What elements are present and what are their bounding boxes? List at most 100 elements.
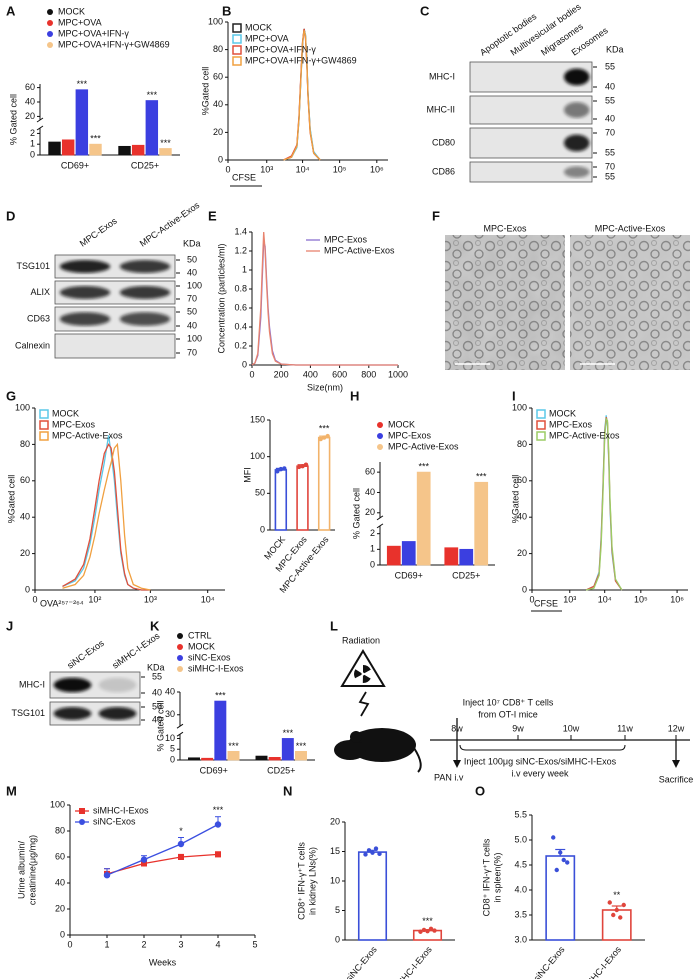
- marker-label: 50: [152, 701, 162, 711]
- data-point: [325, 433, 330, 439]
- panel-label: F: [432, 208, 440, 223]
- x-tick-label: 2: [141, 939, 146, 949]
- y-tick-label: 20: [517, 548, 527, 558]
- y-tick-label: 3.5: [514, 909, 527, 919]
- significance: ***: [422, 916, 433, 926]
- data-point: [275, 469, 280, 474]
- y-tick-label: 0.8: [234, 283, 247, 293]
- legend-marker: [79, 819, 85, 825]
- marker-label: 40: [152, 714, 162, 724]
- line: [106, 823, 219, 876]
- radiation-center: [361, 672, 365, 676]
- line: [62, 442, 151, 591]
- y-tick-label: 15: [330, 846, 340, 856]
- axis-break: [176, 731, 184, 737]
- legend-swatch: [232, 56, 242, 66]
- y-axis-label: CD8⁺ IFN-γ⁺T cells: [296, 842, 306, 920]
- x-tick-label: siNC-Exos: [532, 944, 567, 979]
- blot-band: [59, 312, 111, 326]
- x-tick-label: 0: [249, 369, 254, 379]
- diagram-label: i.v every week: [511, 768, 569, 778]
- legend-swatch: [377, 433, 383, 439]
- y-tick-label: 20: [25, 111, 35, 121]
- data-point: [278, 466, 284, 472]
- y-tick-label: 10: [165, 733, 175, 743]
- x-tick-label: 3: [178, 939, 183, 949]
- data-point: [621, 902, 626, 908]
- data-point: [614, 907, 619, 913]
- bar: [317, 436, 331, 531]
- panel-label: D: [6, 208, 15, 223]
- mouse-head: [334, 740, 366, 760]
- legend-label: CTRL: [188, 630, 212, 640]
- blot-band: [98, 677, 137, 693]
- blot-row-label: ALIX: [30, 287, 50, 297]
- significance: ***: [296, 741, 307, 751]
- y-axis-label: CD8⁺ IFN-γ⁺T cells: [481, 838, 491, 916]
- blot-row-label: CD80: [432, 137, 455, 147]
- x-tick-label: 800: [361, 369, 376, 379]
- significance: *: [179, 826, 183, 836]
- blot-band: [563, 134, 590, 152]
- legend-label: MPC+OVA: [58, 17, 102, 27]
- significance: ***: [160, 138, 171, 148]
- y-tick-label: 100: [512, 402, 527, 412]
- y-tick-label: 0: [30, 149, 35, 159]
- data-point: [282, 466, 287, 471]
- marker-label: 50: [187, 306, 197, 316]
- blot-unit: KDa: [183, 238, 201, 248]
- panel-label: A: [6, 3, 16, 18]
- x-tick-label: 10²: [88, 594, 101, 604]
- bar: [145, 100, 159, 156]
- mouse-ear: [350, 731, 362, 743]
- bar: [118, 145, 131, 156]
- significance: ***: [90, 134, 101, 144]
- y-tick-label: 5: [335, 905, 340, 915]
- blot-band: [98, 707, 137, 720]
- legend-label: siMHC-I-Exos: [93, 805, 149, 815]
- blot-row-label: CD63: [27, 313, 50, 323]
- line: [585, 417, 623, 591]
- line: [251, 241, 398, 366]
- legend-swatch: [232, 23, 242, 33]
- bar: [386, 545, 401, 566]
- marker-label: 50: [187, 254, 197, 264]
- bar: [357, 851, 388, 941]
- y-axis-label: in kidney LNs(%): [307, 847, 317, 915]
- panel-label: I: [512, 388, 516, 403]
- y-tick-label: 20: [330, 816, 340, 826]
- significance: ***: [283, 728, 294, 738]
- panel-label: L: [330, 618, 338, 633]
- diagram-label: PAN i.v: [434, 772, 464, 782]
- legend-swatch: [177, 644, 183, 650]
- x-tick-label: 600: [332, 369, 347, 379]
- panel-label: K: [150, 618, 160, 633]
- legend-swatch: [377, 444, 383, 450]
- data-point: [607, 900, 612, 905]
- legend-label: MPC-Active-Exos: [388, 441, 459, 451]
- blot-band: [119, 260, 171, 273]
- bar: [214, 700, 227, 761]
- marker-label: 40: [152, 687, 162, 697]
- bar: [159, 148, 172, 156]
- panel-label: J: [6, 618, 13, 633]
- y-tick-label: 0: [335, 934, 340, 944]
- arrow-head: [453, 760, 461, 768]
- blot-lane: [469, 161, 593, 183]
- bar: [131, 144, 145, 156]
- x-tick-label: CD69+: [395, 570, 423, 580]
- data-point: [421, 927, 427, 933]
- legend-label: MOCK: [188, 641, 215, 651]
- x-tick-label: 10⁴: [598, 594, 612, 604]
- legend-label: MOCK: [58, 6, 85, 16]
- blot-band: [53, 677, 92, 693]
- legend-label: siNC-Exos: [93, 816, 136, 826]
- bar: [281, 738, 294, 761]
- blot-row-label: CD86: [432, 166, 455, 176]
- marker-label: 70: [187, 293, 197, 303]
- legend-label: MPC+OVA: [245, 33, 289, 43]
- y-tick-label: 5.0: [514, 834, 527, 844]
- y-tick-label: 60: [517, 475, 527, 485]
- x-tick-label: siMHC-I-Exos: [580, 944, 624, 979]
- data-point: [432, 928, 437, 933]
